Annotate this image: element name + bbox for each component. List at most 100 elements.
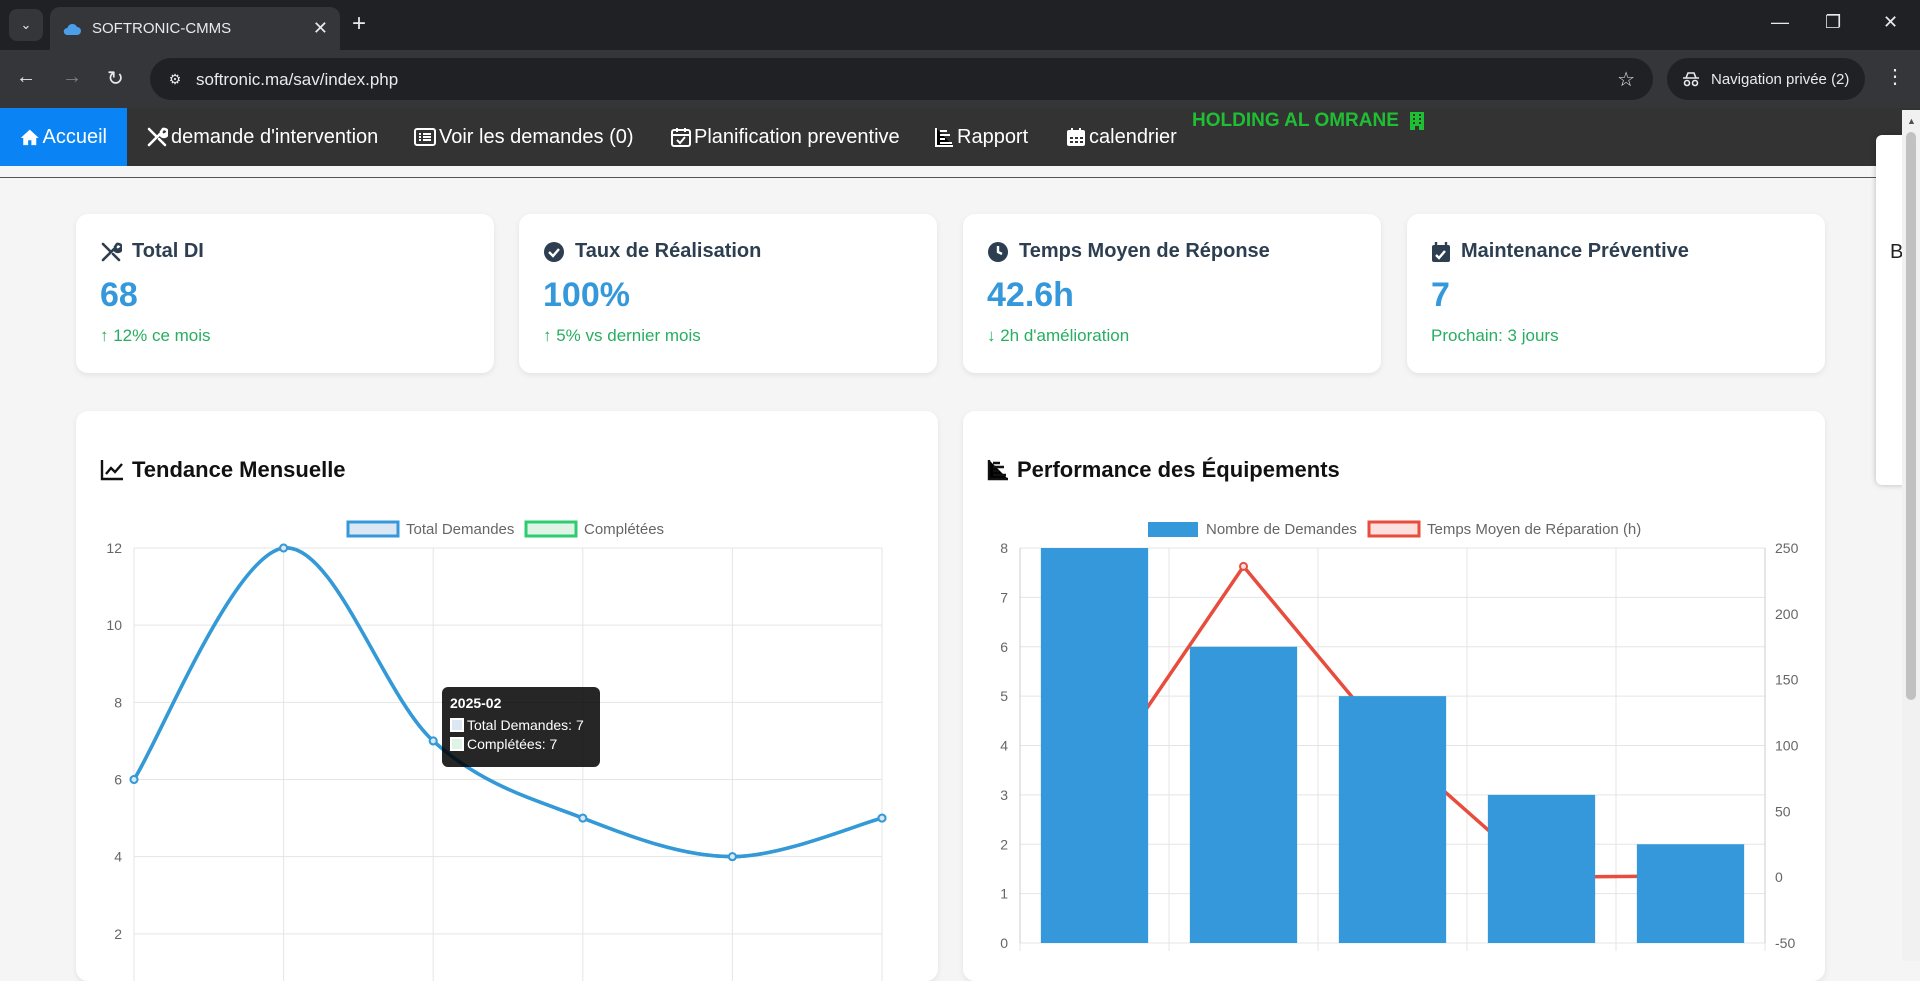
kpi-value: 7 (1431, 276, 1450, 314)
legend-label: Complétées (584, 521, 664, 538)
chart-tooltip: 2025-02 Total Demandes: 7 Complétées: 7 (442, 687, 600, 767)
nav-item-rapport[interactable]: Rapport (934, 108, 1028, 166)
back-icon[interactable]: ← (16, 66, 36, 88)
nav-item-demande[interactable]: demande d'intervention (146, 108, 378, 166)
nav-item-calendrier[interactable]: calendrier (1066, 108, 1177, 166)
bar (1040, 548, 1149, 943)
forward-icon[interactable]: → (62, 66, 82, 88)
cloud-icon (63, 23, 81, 35)
brand-text: HOLDING AL OMRANE (1192, 110, 1399, 131)
tooltip-line: Total Demandes: 7 (467, 717, 584, 733)
restore-icon[interactable]: ❐ (1825, 12, 1842, 32)
y2-tick-label: 50 (1775, 803, 1791, 819)
data-point (1239, 561, 1248, 571)
calendar-check-icon (1432, 241, 1450, 262)
y-tick-label: 10 (106, 617, 122, 633)
y-tick-label: 1 (1000, 886, 1008, 902)
clock-icon (988, 241, 1008, 262)
incognito-icon (1683, 72, 1699, 87)
legend-swatch (524, 520, 578, 538)
list-icon (414, 128, 436, 146)
nav-item-voir-demandes[interactable]: Voir les demandes (0) (414, 108, 634, 166)
data-point (578, 813, 588, 823)
y-tick-label: 6 (1000, 639, 1008, 655)
browser-tab-bar: ⌄ SOFTRONIC-CMMS ✕ + — ❐ ✕ (0, 0, 1920, 50)
browser-menu-icon[interactable]: ⋮ (1885, 66, 1905, 88)
performance-chart-card: Performance des Équipements 8 7 6 5 4 3 2 1 0 250… (963, 411, 1825, 981)
nav-label: calendrier (1089, 125, 1177, 148)
chevron-down-icon: ⌄ (20, 17, 32, 32)
tab-title: SOFTRONIC-CMMS (92, 20, 232, 37)
data-point (877, 813, 887, 823)
kpi-trend: Prochain: 3 jours (1431, 326, 1559, 345)
building-icon (1409, 112, 1424, 130)
new-tab-button[interactable]: + (352, 10, 367, 37)
kpi-title: Taux de Réalisation (575, 240, 762, 262)
nav-divider (0, 177, 1920, 178)
y2-tick-label: 250 (1775, 540, 1799, 556)
y2-tick-label: 0 (1775, 869, 1783, 885)
kpi-card-temps: Temps Moyen de Réponse 42.6h ↓ 2h d'amél… (963, 214, 1381, 373)
kpi-title: Total DI (132, 240, 204, 262)
nav-label: Voir les demandes (0) (439, 125, 634, 148)
kpi-trend: ↑ 12% ce mois (100, 326, 211, 345)
y2-tick-label: 100 (1775, 738, 1799, 754)
browser-toolbar: ← → ↻ ⚙ softronic.ma/sav/index.php ☆ Nav… (0, 50, 1920, 108)
check-circle-icon (544, 241, 564, 262)
legend-label: Temps Moyen de Réparation (h) (1427, 521, 1641, 538)
page-scrollbar[interactable]: ▲ (1902, 110, 1920, 961)
y-tick-label: 4 (1000, 738, 1008, 754)
url-text[interactable]: softronic.ma/sav/index.php (196, 70, 399, 89)
kpi-title: Maintenance Préventive (1461, 240, 1689, 262)
tools-icon (147, 127, 168, 147)
y-tick-label: 3 (1000, 787, 1008, 803)
address-bar[interactable]: ⚙ softronic.ma/sav/index.php ☆ (150, 58, 1653, 100)
tooltip-title: 2025-02 (450, 695, 502, 711)
nav-label: Planification preventive (694, 125, 900, 148)
tooltip-swatch (450, 718, 464, 732)
bar (1338, 696, 1447, 943)
calendar-icon (1067, 128, 1085, 146)
y-tick-label: 2 (1000, 836, 1008, 852)
kpi-value: 68 (100, 276, 138, 314)
y-tick-label: 12 (106, 540, 122, 556)
scroll-up-icon[interactable]: ▲ (1907, 116, 1916, 126)
tab-search-button[interactable]: ⌄ (9, 9, 43, 41)
y-tick-label: 8 (1000, 540, 1008, 556)
data-point (428, 736, 438, 746)
home-icon (20, 129, 39, 146)
close-window-icon[interactable]: ✕ (1883, 12, 1899, 32)
nav-item-planification[interactable]: Planification preventive (671, 108, 900, 166)
legend-swatch (346, 520, 400, 538)
bar (1487, 794, 1596, 943)
chart-title: Tendance Mensuelle (132, 457, 346, 482)
y-tick-label: 8 (114, 694, 122, 710)
y-tick-label: 0 (1000, 935, 1008, 951)
side-panel-text: B (1890, 241, 1904, 263)
bookmark-star-icon[interactable]: ☆ (1617, 69, 1635, 91)
bar-chart-icon (987, 460, 1008, 481)
side-panel[interactable]: B (1876, 135, 1906, 485)
y-tick-label: 2 (114, 926, 122, 942)
kpi-trend: ↑ 5% vs dernier mois (543, 326, 701, 345)
tooltip-line: Complétées: 7 (467, 736, 558, 752)
incognito-button[interactable]: Navigation privée (2) (1667, 58, 1865, 100)
reload-icon[interactable]: ↻ (107, 68, 124, 90)
tools-icon (101, 242, 122, 261)
y-tick-label: 5 (1000, 688, 1008, 704)
y-tick-label: 6 (114, 772, 122, 788)
y-tick-label: 7 (1000, 589, 1008, 605)
bar-chart-icon (935, 128, 953, 147)
scroll-thumb[interactable] (1906, 132, 1916, 700)
performance-chart[interactable]: 8 7 6 5 4 3 2 1 0 250 200 150 100 50 0 -50 Nombre de Dem… (963, 411, 1825, 981)
kpi-card-maintenance: Maintenance Préventive 7 Prochain: 3 jou… (1407, 214, 1825, 373)
browser-tab[interactable]: SOFTRONIC-CMMS ✕ (50, 7, 340, 50)
close-tab-icon[interactable]: ✕ (312, 18, 328, 38)
nav-item-accueil[interactable]: Accueil (0, 108, 127, 166)
chart-title: Performance des Équipements (1017, 457, 1340, 482)
brand-name: HOLDING AL OMRANE (1192, 110, 1425, 132)
legend-swatch (1367, 520, 1421, 538)
incognito-label: Navigation privée (2) (1711, 70, 1850, 88)
site-info-icon[interactable]: ⚙ (168, 70, 182, 87)
minimize-icon[interactable]: — (1771, 12, 1789, 32)
